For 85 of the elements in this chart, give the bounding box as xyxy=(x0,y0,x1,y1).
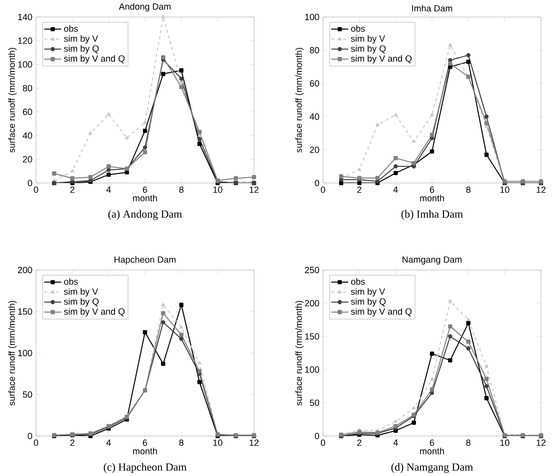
x-tick-label: 6 xyxy=(430,186,434,193)
x-tick-label: 8 xyxy=(466,440,470,446)
x-axis-title: month xyxy=(420,194,444,202)
y-tick-label: 60 xyxy=(310,80,320,87)
y-tick-label: 200 xyxy=(18,266,32,274)
y-tick-label: 40 xyxy=(310,113,320,120)
x-tick-label: 6 xyxy=(142,186,148,193)
legend-label: sim by V and Q xyxy=(350,308,412,316)
x-tick-label: 4 xyxy=(393,440,398,446)
y-tick-label: 120 xyxy=(18,38,32,44)
y-axis-title: surface runoff (mm/month) xyxy=(8,300,17,406)
legend-label: obs xyxy=(64,278,78,285)
x-axis-title: month xyxy=(133,194,157,202)
y-tick-label: 20 xyxy=(22,156,32,162)
x-tick-label: 4 xyxy=(106,440,111,446)
x-tick-label: 10 xyxy=(213,440,222,446)
x-tick-label: 2 xyxy=(70,186,74,193)
text: (d) Namgang Dam xyxy=(391,463,473,473)
x-tick-label: 2 xyxy=(357,440,362,446)
y-tick-label: 50 xyxy=(310,400,320,406)
y-tick-label: 50 xyxy=(22,391,32,398)
text: (a) Andong Dam xyxy=(108,210,182,220)
x-tick-label: 8 xyxy=(466,186,470,193)
legend-label: sim by V and Q xyxy=(64,308,125,316)
chart-title: Imha Dam xyxy=(412,4,452,12)
legend-label: sim by Q xyxy=(64,45,99,54)
y-tick-label: 0 xyxy=(314,432,320,440)
y-tick-label: 200 xyxy=(304,300,320,306)
legend-label: sim by V and Q xyxy=(64,55,125,64)
legend-label: obs xyxy=(351,278,365,285)
y-tick-label: 80 xyxy=(22,84,32,92)
x-tick-label: 0 xyxy=(320,440,326,446)
x-tick-label: 12 xyxy=(536,186,546,193)
y-axis-title: surface runoff (mm/month) xyxy=(295,48,304,152)
y-tick-label: 0 xyxy=(28,432,32,440)
y-tick-label: 80 xyxy=(310,47,320,54)
text: (c) Hapcheon Dam xyxy=(104,463,187,473)
x-tick-label: 4 xyxy=(393,186,398,193)
x-tick-label: 2 xyxy=(70,440,74,446)
y-tick-label: 100 xyxy=(18,350,32,356)
x-tick-label: 10 xyxy=(500,186,510,193)
x-tick-label: 0 xyxy=(34,186,38,193)
x-tick-label: 0 xyxy=(34,440,38,446)
x-tick-label: 2 xyxy=(357,186,362,193)
text: (b) Imha Dam xyxy=(401,210,463,220)
y-tick-label: 0 xyxy=(28,180,32,186)
x-tick-label: 10 xyxy=(213,186,222,193)
y-tick-label: 100 xyxy=(305,14,320,20)
x-tick-label: 4 xyxy=(106,186,111,193)
legend-label: sim by V xyxy=(350,35,386,44)
y-tick-label: 150 xyxy=(18,308,32,315)
legend-label: sim by V and Q xyxy=(350,55,412,64)
legend-label: sim by V xyxy=(64,288,98,297)
x-tick-label: 12 xyxy=(250,440,259,446)
y-tick-label: 140 xyxy=(18,14,32,20)
x-tick-label: 12 xyxy=(536,440,546,446)
legend-label: sim by Q xyxy=(64,298,99,306)
y-tick-label: 150 xyxy=(305,333,320,340)
x-tick-label: 8 xyxy=(179,186,184,193)
legend-label: sim by Q xyxy=(350,45,386,54)
x-tick-label: 12 xyxy=(250,186,259,193)
x-tick-label: 6 xyxy=(142,440,148,446)
x-axis-title: month xyxy=(420,448,444,454)
x-tick-label: 10 xyxy=(500,440,510,446)
y-tick-label: 60 xyxy=(22,108,32,116)
chart-title: Andong Dam xyxy=(118,3,171,12)
x-tick-label: 0 xyxy=(320,186,326,193)
y-tick-label: 20 xyxy=(310,146,320,153)
y-axis-title: surface runoff (mm/month) xyxy=(295,300,304,406)
legend-label: sim by Q xyxy=(350,298,386,306)
y-tick-label: 100 xyxy=(305,366,320,373)
legend-label: obs xyxy=(351,25,365,32)
legend-label: sim by V xyxy=(64,35,98,44)
x-tick-label: 6 xyxy=(430,440,434,446)
x-axis-title: month xyxy=(133,448,157,454)
y-tick-label: 100 xyxy=(18,61,32,68)
y-axis-title: surface runoff (mm/month) xyxy=(8,48,17,152)
y-tick-label: 250 xyxy=(304,266,320,274)
legend-label: sim by V xyxy=(350,288,386,297)
chart-title: Hapcheon Dam xyxy=(114,256,176,264)
y-tick-label: 40 xyxy=(22,132,32,139)
chart-title: Namgang Dam xyxy=(402,256,462,264)
legend-label: obs xyxy=(64,25,78,32)
y-tick-label: 0 xyxy=(314,180,320,186)
x-tick-label: 8 xyxy=(179,440,184,446)
